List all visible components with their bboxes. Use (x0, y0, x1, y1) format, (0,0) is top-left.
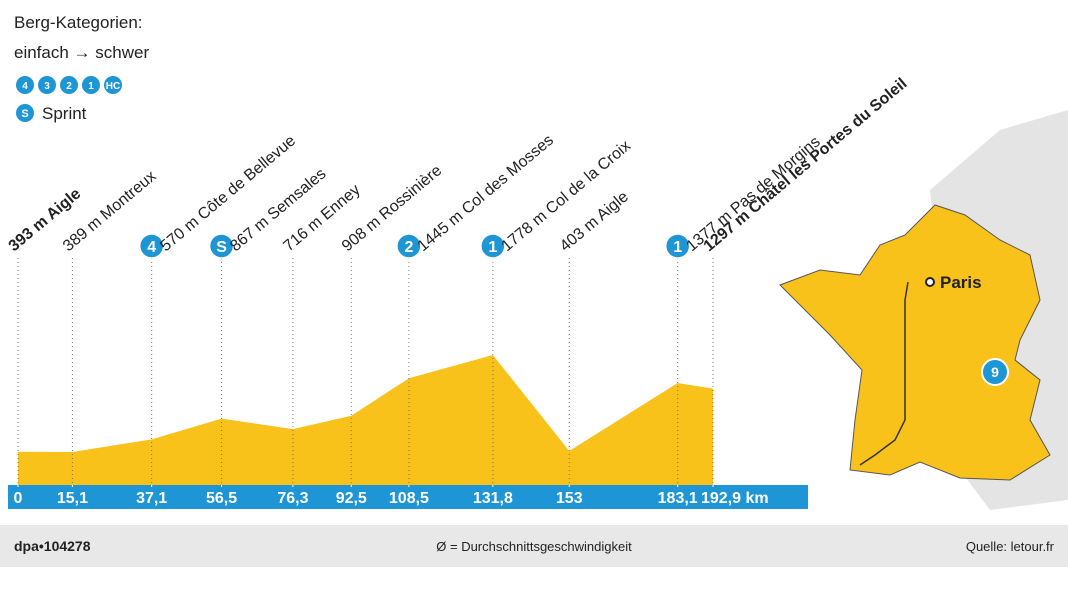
elevation-area (18, 355, 713, 485)
category-badge-circle (664, 233, 691, 259)
x-tick-label: 56,5 (206, 490, 237, 507)
legend-badge-circle (60, 76, 78, 94)
category-badge: 4 (147, 239, 156, 256)
legend-badge: 3 (44, 81, 50, 92)
legend-badge-circle (82, 76, 100, 94)
x-tick-label: 131,8 (473, 490, 513, 507)
legend-badges: 4 3 2 1 HC (16, 76, 122, 94)
category-badge: S (216, 239, 227, 256)
category-badge: 1 (673, 239, 682, 256)
legend-badge: 1 (88, 81, 94, 92)
footer-left: dpa•104278 (14, 538, 91, 554)
x-tick-label: 0 (14, 490, 23, 507)
category-badge-circle (480, 233, 506, 259)
x-tick-label: 192,9 km (701, 490, 769, 507)
x-tick-label: 183,1 (658, 490, 698, 507)
category-badge: 2 (404, 239, 413, 256)
footer-center: Ø = Durchschnittsgeschwindigkeit (436, 539, 632, 554)
x-tick-label: 37,1 (136, 490, 167, 507)
legend-subtitle: einfach → schwer (14, 43, 149, 62)
map-france (779, 204, 1051, 481)
legend-badge-circle (16, 76, 34, 94)
sprint-label: Sprint (42, 104, 87, 123)
map-city-dot (925, 277, 935, 287)
x-axis-band (8, 485, 808, 509)
category-badge-circle (138, 233, 165, 259)
legend-badge: HC (106, 81, 120, 92)
sprint-badge-circle (16, 104, 34, 122)
footer-right: Quelle: letour.fr (966, 539, 1055, 554)
map-stage: 9 (991, 364, 999, 380)
map-city: Paris (940, 273, 982, 292)
legend-badge: 2 (66, 81, 72, 92)
footer (0, 525, 1068, 567)
legend-badge-circle (104, 76, 122, 94)
x-tick-label: 108,5 (389, 490, 429, 507)
category-badge-circle (208, 233, 235, 259)
legend-badge: 4 (22, 81, 28, 92)
category-badge-circle (396, 233, 422, 259)
category-badge: 1 (488, 239, 497, 256)
legend-title: Berg-Kategorien: (14, 13, 143, 32)
x-tick-label: 76,3 (277, 490, 308, 507)
x-tick-label: 15,1 (57, 490, 88, 507)
sprint-badge: S (21, 108, 28, 120)
x-tick-label: 92,5 (336, 490, 367, 507)
x-tick-label: 153 (556, 490, 583, 507)
legend-badge-circle (38, 76, 56, 94)
map-stage-badge (981, 358, 1009, 386)
map-route (859, 281, 909, 466)
